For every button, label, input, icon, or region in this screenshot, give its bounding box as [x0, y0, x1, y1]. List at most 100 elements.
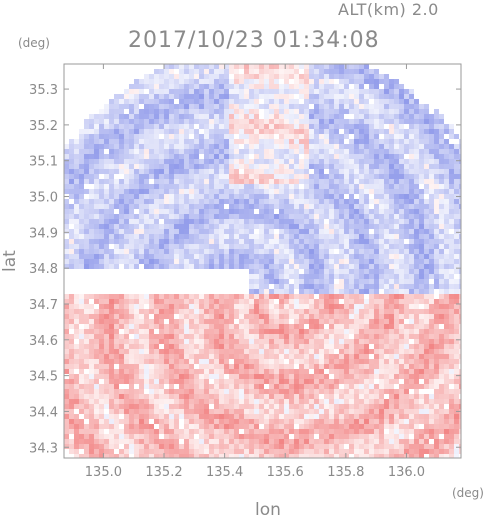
- data-cell: [389, 189, 394, 194]
- data-cell: [269, 289, 274, 294]
- data-cell: [74, 184, 79, 189]
- data-cell: [149, 344, 154, 349]
- data-cell: [299, 384, 304, 389]
- data-cell: [274, 389, 279, 394]
- data-cell: [169, 369, 174, 374]
- data-cell: [109, 169, 114, 174]
- data-cell: [284, 269, 289, 274]
- data-cell: [234, 74, 239, 79]
- data-cell: [74, 259, 79, 264]
- data-cell: [429, 314, 434, 319]
- data-cell: [199, 214, 204, 219]
- data-cell: [339, 79, 344, 84]
- data-cell: [369, 259, 374, 264]
- data-cell: [434, 304, 439, 309]
- data-cell: [224, 294, 229, 299]
- data-cell: [224, 214, 229, 219]
- data-cell: [339, 124, 344, 129]
- data-cell: [219, 319, 224, 324]
- data-cell: [239, 219, 244, 224]
- data-cell: [279, 214, 284, 219]
- data-cell: [374, 324, 379, 329]
- data-cell: [229, 244, 234, 249]
- data-cell: [244, 254, 249, 259]
- data-cell: [374, 194, 379, 199]
- data-cell: [104, 109, 109, 114]
- data-cell: [379, 184, 384, 189]
- data-cell: [434, 249, 439, 254]
- data-cell: [84, 399, 89, 404]
- data-cell: [439, 394, 444, 399]
- data-cell: [174, 359, 179, 364]
- data-cell: [394, 334, 399, 339]
- data-cell: [319, 294, 324, 299]
- data-cell: [254, 394, 259, 399]
- data-cell: [309, 324, 314, 329]
- data-cell: [439, 129, 444, 134]
- data-cell: [234, 354, 239, 359]
- data-cell: [329, 179, 334, 184]
- data-cell: [379, 374, 384, 379]
- data-cell: [319, 74, 324, 79]
- data-cell: [409, 404, 414, 409]
- data-cell: [124, 299, 129, 304]
- data-cell: [269, 259, 274, 264]
- data-cell: [289, 169, 294, 174]
- data-cell: [334, 329, 339, 334]
- data-cell: [174, 89, 179, 94]
- data-cell: [234, 179, 239, 184]
- data-cell: [124, 334, 129, 339]
- data-cell: [254, 269, 259, 274]
- data-cell: [279, 369, 284, 374]
- data-cell: [274, 349, 279, 354]
- data-cell: [284, 149, 289, 154]
- data-cell: [329, 269, 334, 274]
- data-cell: [239, 299, 244, 304]
- data-cell: [229, 344, 234, 349]
- data-cell: [104, 144, 109, 149]
- data-cell: [374, 124, 379, 129]
- data-cell: [154, 224, 159, 229]
- data-cell: [414, 214, 419, 219]
- data-cell: [99, 414, 104, 419]
- data-cell: [184, 334, 189, 339]
- data-cell: [399, 324, 404, 329]
- data-cell: [229, 379, 234, 384]
- data-cell: [454, 354, 459, 359]
- data-cell: [384, 254, 389, 259]
- timestamp-title: 2017/10/23 01:34:08: [128, 28, 380, 53]
- data-cell: [344, 204, 349, 209]
- data-cell: [294, 254, 299, 259]
- data-cell: [214, 369, 219, 374]
- data-cell: [159, 409, 164, 414]
- data-cell: [274, 169, 279, 174]
- data-cell: [334, 144, 339, 149]
- data-cell: [359, 214, 364, 219]
- data-cell: [79, 364, 84, 369]
- data-cell: [249, 324, 254, 329]
- data-cell: [344, 219, 349, 224]
- data-cell: [339, 189, 344, 194]
- data-cell: [309, 164, 314, 169]
- data-cell: [404, 334, 409, 339]
- data-cell: [149, 214, 154, 219]
- data-cell: [374, 354, 379, 359]
- data-cell: [209, 159, 214, 164]
- data-cell: [339, 324, 344, 329]
- data-cell: [79, 384, 84, 389]
- data-cell: [84, 154, 89, 159]
- data-cell: [354, 379, 359, 384]
- data-cell: [234, 369, 239, 374]
- data-cell: [424, 329, 429, 334]
- data-cell: [104, 299, 109, 304]
- data-cell: [99, 389, 104, 394]
- data-cell: [444, 254, 449, 259]
- data-cell: [99, 144, 104, 149]
- data-cell: [74, 374, 79, 379]
- data-cell: [454, 214, 459, 219]
- data-cell: [389, 289, 394, 294]
- data-cell: [429, 144, 434, 149]
- data-cell: [114, 179, 119, 184]
- data-cell: [134, 204, 139, 209]
- data-cell: [74, 344, 79, 349]
